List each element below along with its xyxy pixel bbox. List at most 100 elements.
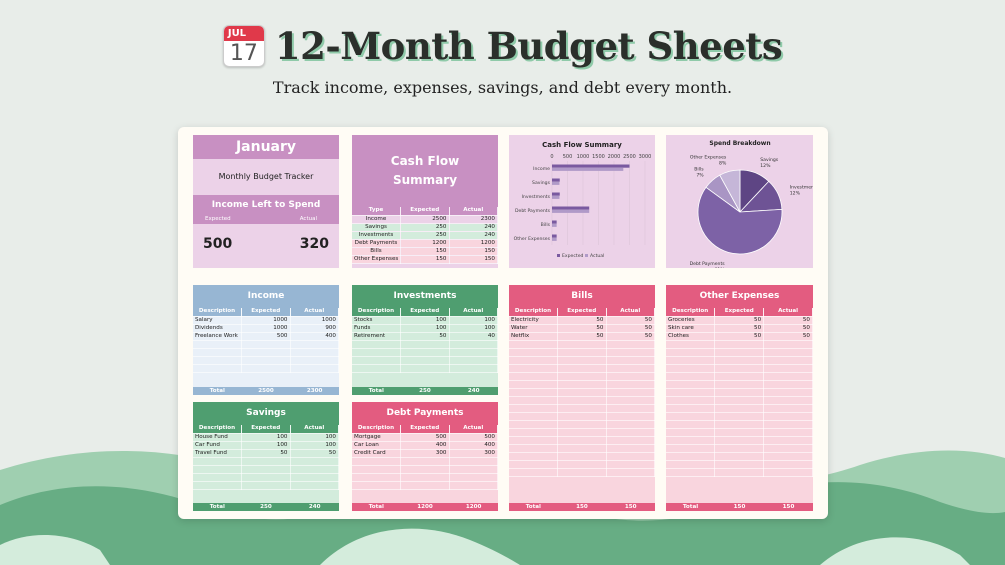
empty-cell[interactable] <box>557 404 607 413</box>
empty-cell[interactable] <box>557 388 607 397</box>
empty-cell[interactable] <box>557 428 607 437</box>
empty-cell[interactable] <box>557 420 607 429</box>
empty-cell[interactable] <box>509 364 558 373</box>
empty-cell[interactable] <box>606 380 655 389</box>
empty-row[interactable] <box>193 481 339 490</box>
empty-cell[interactable] <box>666 340 716 349</box>
empty-row[interactable] <box>352 481 498 490</box>
empty-cell[interactable] <box>290 465 339 474</box>
empty-cell[interactable] <box>449 348 498 357</box>
empty-cell[interactable] <box>763 372 813 381</box>
empty-cell[interactable] <box>557 452 607 461</box>
empty-cell[interactable] <box>509 428 558 437</box>
empty-cell[interactable] <box>557 468 607 477</box>
empty-row[interactable] <box>666 380 813 389</box>
empty-row[interactable] <box>352 356 498 365</box>
empty-cell[interactable] <box>666 468 716 477</box>
empty-row[interactable] <box>352 457 498 466</box>
empty-cell[interactable] <box>763 444 813 453</box>
empty-cell[interactable] <box>290 364 339 373</box>
empty-row[interactable] <box>509 396 655 405</box>
empty-row[interactable] <box>352 473 498 482</box>
empty-cell[interactable] <box>193 457 242 466</box>
empty-cell[interactable] <box>763 460 813 469</box>
empty-row[interactable] <box>509 380 655 389</box>
empty-row[interactable] <box>509 372 655 381</box>
empty-cell[interactable] <box>509 420 558 429</box>
empty-row[interactable] <box>666 468 813 477</box>
empty-cell[interactable] <box>557 340 607 349</box>
empty-row[interactable] <box>666 436 813 445</box>
empty-cell[interactable] <box>241 356 291 365</box>
empty-cell[interactable] <box>763 428 813 437</box>
empty-cell[interactable] <box>666 356 716 365</box>
empty-cell[interactable] <box>352 465 401 474</box>
empty-cell[interactable] <box>241 364 291 373</box>
empty-row[interactable] <box>666 388 813 397</box>
empty-cell[interactable] <box>763 404 813 413</box>
empty-cell[interactable] <box>763 396 813 405</box>
empty-cell[interactable] <box>400 465 450 474</box>
empty-cell[interactable] <box>557 396 607 405</box>
empty-row[interactable] <box>509 348 655 357</box>
empty-row[interactable] <box>666 364 813 373</box>
empty-cell[interactable] <box>714 356 765 365</box>
empty-cell[interactable] <box>193 364 242 373</box>
empty-cell[interactable] <box>509 340 558 349</box>
empty-cell[interactable] <box>352 356 401 365</box>
empty-row[interactable] <box>509 340 655 349</box>
empty-cell[interactable] <box>666 388 716 397</box>
empty-cell[interactable] <box>714 348 765 357</box>
empty-row[interactable] <box>509 364 655 373</box>
empty-cell[interactable] <box>606 412 655 421</box>
empty-cell[interactable] <box>449 465 498 474</box>
empty-cell[interactable] <box>666 380 716 389</box>
empty-cell[interactable] <box>193 348 242 357</box>
empty-cell[interactable] <box>606 364 655 373</box>
empty-cell[interactable] <box>666 372 716 381</box>
empty-cell[interactable] <box>557 444 607 453</box>
empty-cell[interactable] <box>606 468 655 477</box>
empty-row[interactable] <box>666 460 813 469</box>
empty-row[interactable] <box>193 348 339 357</box>
empty-cell[interactable] <box>290 473 339 482</box>
empty-row[interactable] <box>352 348 498 357</box>
empty-cell[interactable] <box>714 412 765 421</box>
empty-cell[interactable] <box>557 364 607 373</box>
empty-cell[interactable] <box>763 452 813 461</box>
empty-cell[interactable] <box>509 372 558 381</box>
empty-cell[interactable] <box>400 473 450 482</box>
empty-cell[interactable] <box>241 465 291 474</box>
empty-cell[interactable] <box>509 460 558 469</box>
empty-cell[interactable] <box>193 340 242 349</box>
empty-cell[interactable] <box>290 340 339 349</box>
empty-cell[interactable] <box>606 388 655 397</box>
empty-cell[interactable] <box>290 457 339 466</box>
empty-cell[interactable] <box>763 340 813 349</box>
empty-cell[interactable] <box>714 436 765 445</box>
empty-cell[interactable] <box>606 460 655 469</box>
empty-row[interactable] <box>193 457 339 466</box>
empty-cell[interactable] <box>557 348 607 357</box>
empty-cell[interactable] <box>509 388 558 397</box>
empty-cell[interactable] <box>714 452 765 461</box>
empty-cell[interactable] <box>449 481 498 490</box>
empty-cell[interactable] <box>352 348 401 357</box>
empty-cell[interactable] <box>763 380 813 389</box>
empty-cell[interactable] <box>714 364 765 373</box>
empty-cell[interactable] <box>714 428 765 437</box>
empty-cell[interactable] <box>714 460 765 469</box>
empty-row[interactable] <box>509 388 655 397</box>
empty-cell[interactable] <box>666 444 716 453</box>
empty-cell[interactable] <box>509 412 558 421</box>
empty-cell[interactable] <box>714 380 765 389</box>
empty-cell[interactable] <box>606 436 655 445</box>
empty-cell[interactable] <box>449 340 498 349</box>
empty-cell[interactable] <box>714 468 765 477</box>
empty-cell[interactable] <box>606 348 655 357</box>
empty-cell[interactable] <box>509 396 558 405</box>
empty-cell[interactable] <box>666 460 716 469</box>
empty-cell[interactable] <box>400 348 450 357</box>
empty-row[interactable] <box>666 340 813 349</box>
empty-cell[interactable] <box>714 396 765 405</box>
